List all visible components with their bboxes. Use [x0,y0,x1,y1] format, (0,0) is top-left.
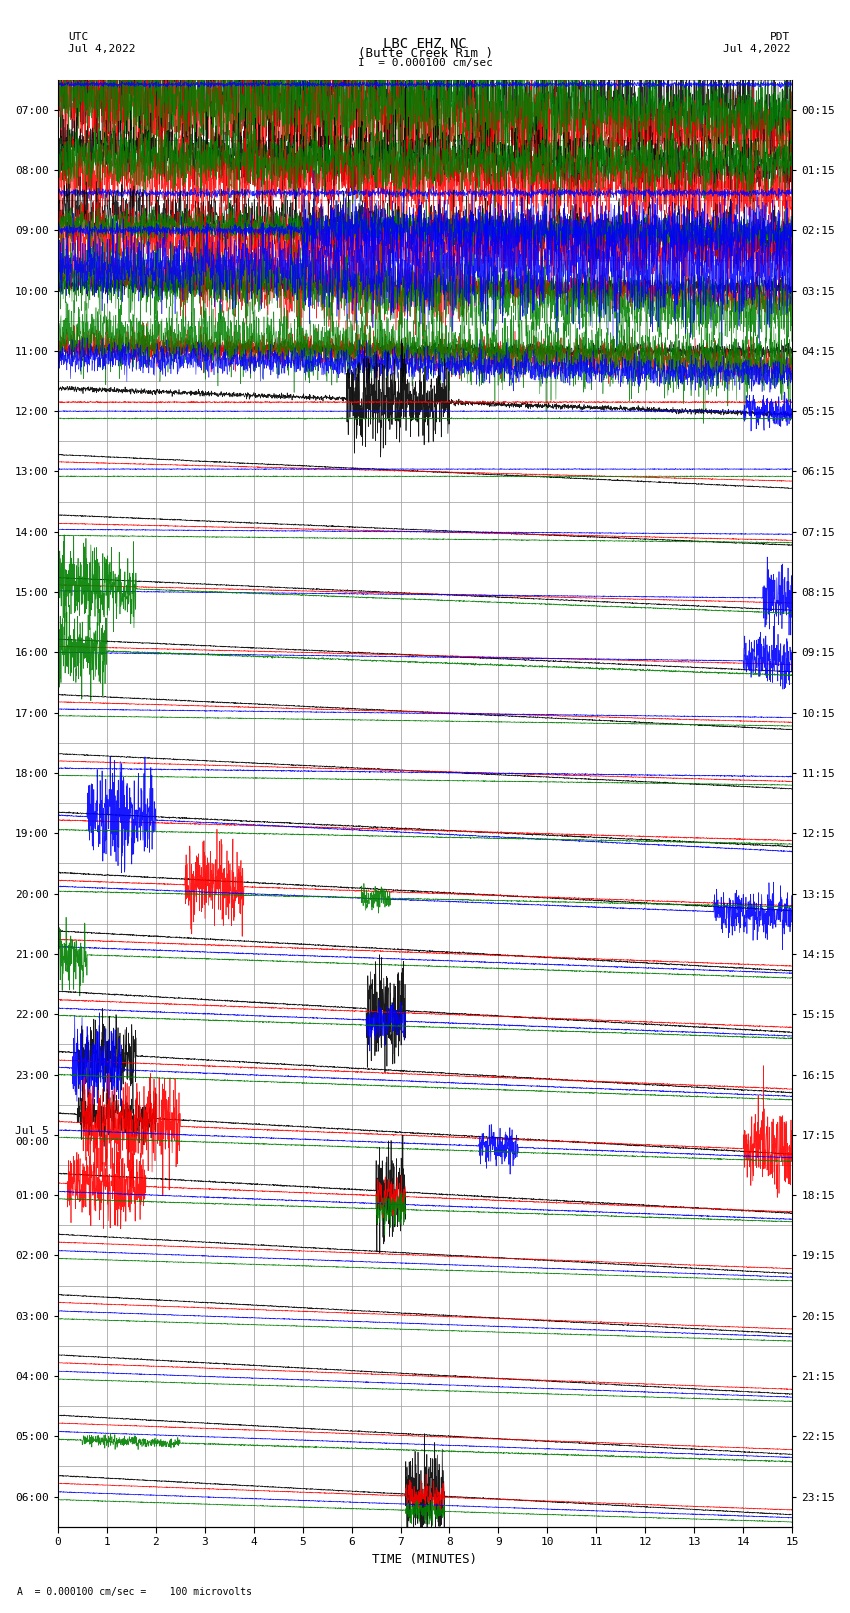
X-axis label: TIME (MINUTES): TIME (MINUTES) [372,1553,478,1566]
Text: Jul 4,2022: Jul 4,2022 [723,44,791,53]
Text: UTC: UTC [68,32,88,42]
Text: Jul 4,2022: Jul 4,2022 [68,44,135,53]
Text: LBC EHZ NC: LBC EHZ NC [383,37,467,52]
Text: I  = 0.000100 cm/sec: I = 0.000100 cm/sec [358,58,492,68]
Text: PDT: PDT [770,32,790,42]
Text: (Butte Creek Rim ): (Butte Creek Rim ) [358,47,492,60]
Text: A  = 0.000100 cm/sec =    100 microvolts: A = 0.000100 cm/sec = 100 microvolts [17,1587,252,1597]
